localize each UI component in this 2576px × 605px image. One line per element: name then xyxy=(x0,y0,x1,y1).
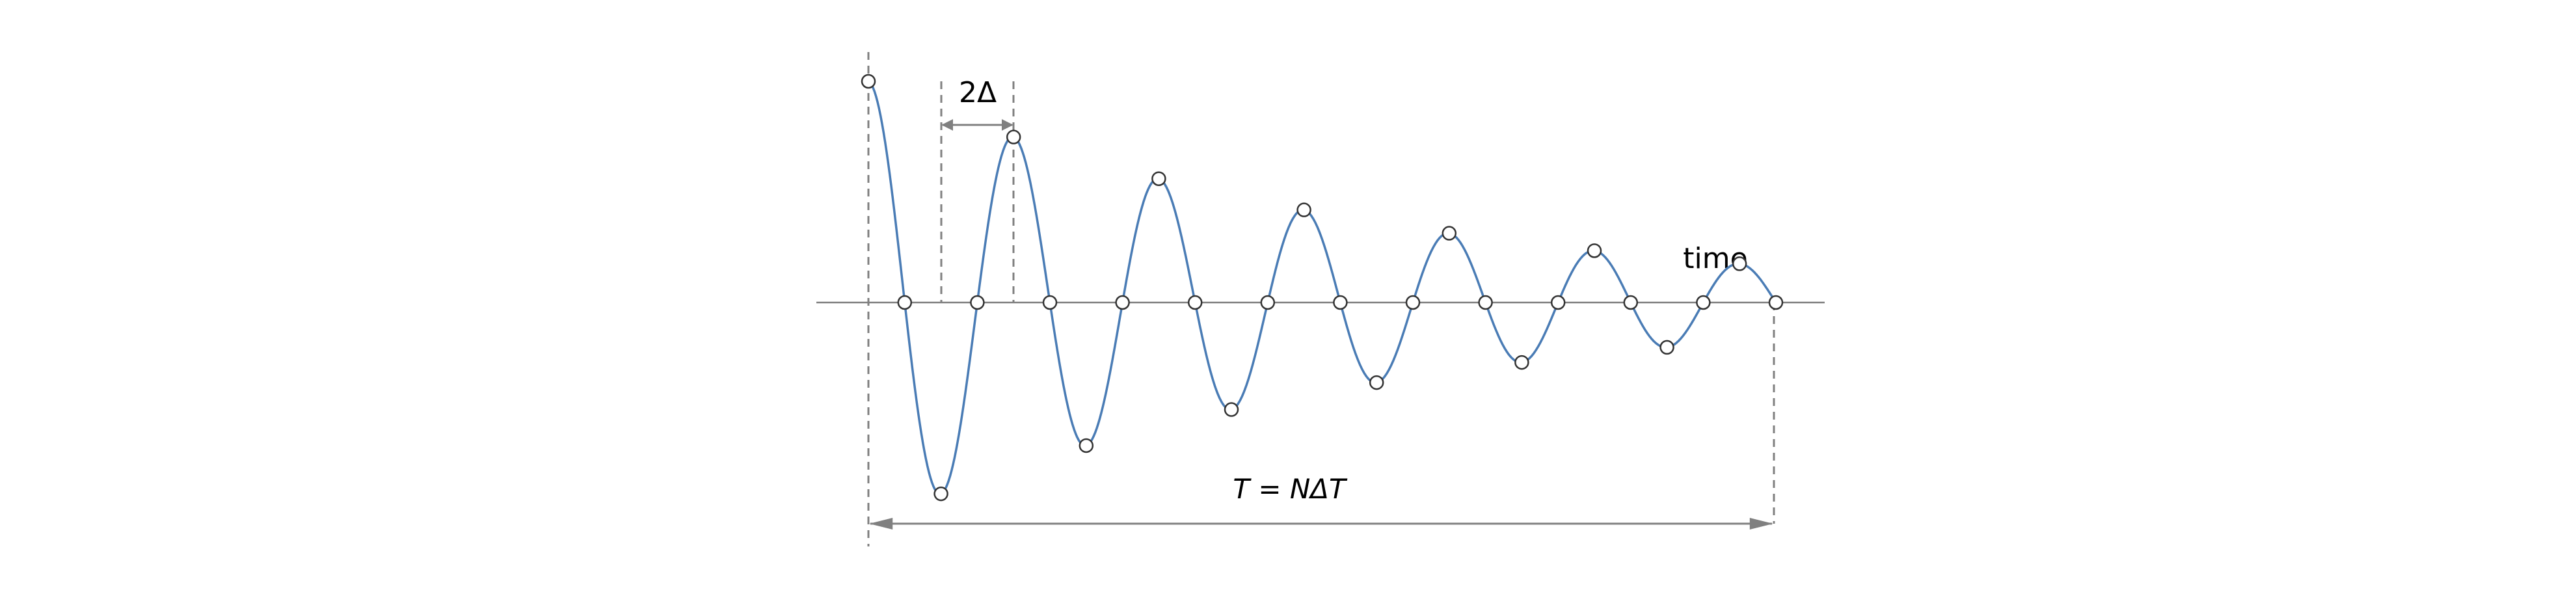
sample-point xyxy=(897,295,913,310)
sample-markers xyxy=(861,74,1784,502)
sample-point xyxy=(1623,295,1639,310)
sample-point xyxy=(1369,375,1384,390)
sample-point xyxy=(1115,295,1130,310)
spacing-label: 2Δ xyxy=(959,76,997,109)
sample-point xyxy=(1224,402,1239,417)
sample-point xyxy=(1696,295,1711,310)
sample-point xyxy=(1768,295,1784,310)
sample-point xyxy=(1333,295,1348,310)
damped-signal-curve xyxy=(867,80,1777,496)
sample-point xyxy=(1442,226,1457,241)
sample-point xyxy=(1260,295,1276,310)
sample-point xyxy=(1151,171,1166,186)
sample-point xyxy=(1550,295,1566,310)
sample-point xyxy=(933,486,948,502)
sample-point xyxy=(1042,295,1058,310)
sample-point xyxy=(1514,355,1529,370)
sample-point xyxy=(1587,243,1602,258)
sample-point xyxy=(1659,340,1674,355)
sample-point xyxy=(1006,129,1021,144)
sample-point xyxy=(1296,202,1311,217)
sample-point xyxy=(970,295,985,310)
sample-point xyxy=(1405,295,1421,310)
sample-point xyxy=(1732,256,1747,271)
period-label: T = NΔT xyxy=(1233,473,1348,505)
sample-point xyxy=(1079,438,1094,453)
sample-point xyxy=(1478,295,1493,310)
sample-point xyxy=(861,74,876,89)
sample-point xyxy=(1187,295,1203,310)
